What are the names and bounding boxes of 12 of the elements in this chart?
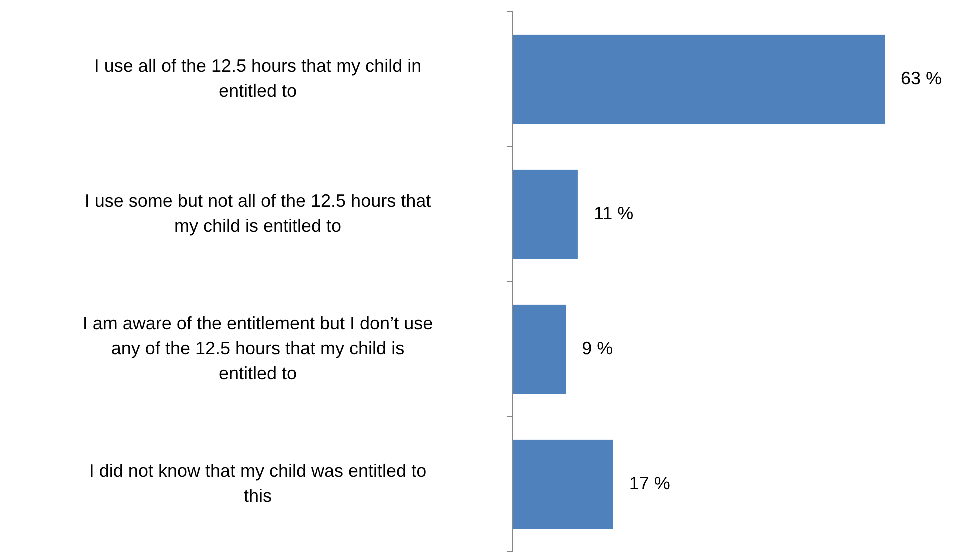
data-label: 9 % <box>582 338 614 358</box>
y-tick-label: I use some but not all of the 12.5 hours that my child is entitled to <box>84 190 432 236</box>
data-label: 17 % <box>629 473 670 494</box>
bar <box>513 34 885 124</box>
data-label: 11 % <box>594 203 634 224</box>
bar <box>513 170 578 260</box>
y-tick-label: I am aware of the entitlement but I don’t use any of the 12.5 hours that my child is entitled to <box>82 313 434 384</box>
data-label: 63 % <box>901 68 942 88</box>
bar <box>513 304 566 394</box>
bar <box>513 440 614 530</box>
y-tick-label: I use all of the 12.5 hours that my child in entitled to <box>94 56 422 101</box>
y-tick-label: I did not know that my child was entitled to this <box>89 460 427 506</box>
